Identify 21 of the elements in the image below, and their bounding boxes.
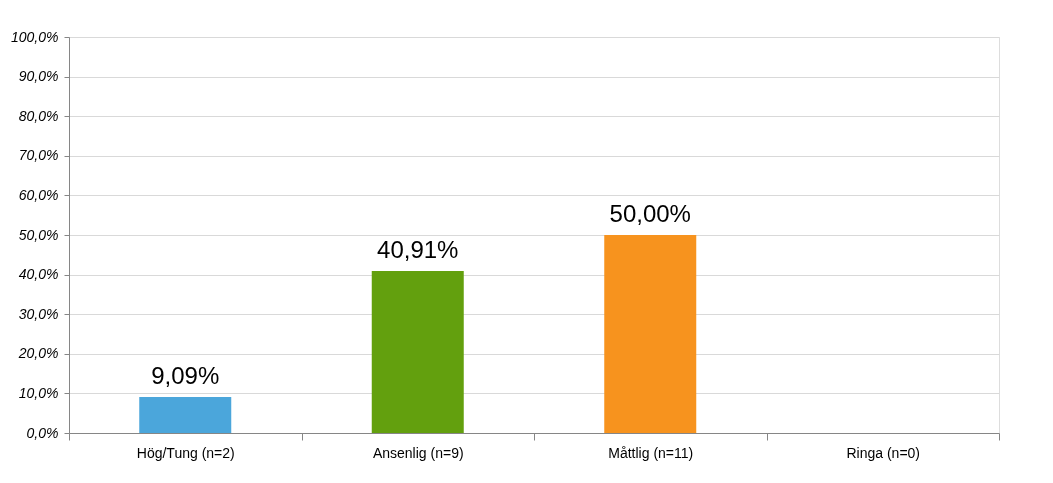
y-tick-label: 100,0% — [11, 28, 59, 45]
y-tick-label: 60,0% — [18, 186, 59, 203]
bar — [371, 271, 464, 433]
y-tick-label: 20,0% — [17, 345, 59, 362]
y-tick-label: 50,0% — [18, 226, 59, 243]
y-tick-label: 30,0% — [18, 305, 59, 322]
data-label: 40,91% — [377, 236, 459, 263]
y-tick-label: 80,0% — [18, 107, 59, 124]
y-tick-label: 10,0% — [18, 384, 59, 401]
y-tick-label: 70,0% — [18, 147, 59, 164]
y-tick-label: 90,0% — [18, 68, 59, 85]
bar — [604, 235, 697, 433]
bar — [139, 397, 232, 433]
data-label: 9,09% — [151, 362, 220, 389]
x-tick-label: Ansenlig (n=9) — [372, 444, 464, 461]
y-tick-label: 0,0% — [26, 424, 59, 441]
x-tick-label: Måttlig (n=11) — [608, 444, 694, 461]
data-label: 50,00% — [609, 200, 691, 227]
y-tick-label: 40,0% — [18, 266, 59, 283]
x-tick-label: Ringa (n=0) — [846, 444, 921, 461]
x-tick-label: Hög/Tung (n=2) — [136, 444, 235, 461]
